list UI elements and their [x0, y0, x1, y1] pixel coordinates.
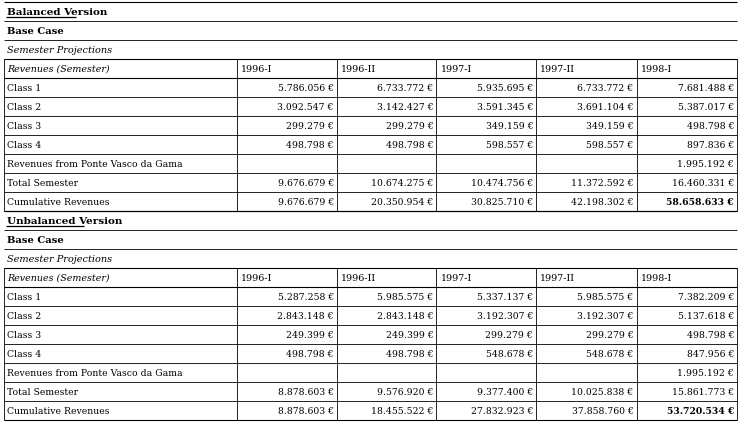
Text: 1997-II: 1997-II	[540, 273, 575, 282]
Text: 1997-II: 1997-II	[540, 65, 575, 74]
Text: Revenues from Ponte Vasco da Gama: Revenues from Ponte Vasco da Gama	[7, 160, 182, 169]
Text: 20.350.954 €: 20.350.954 €	[371, 198, 433, 207]
Text: 9.676.679 €: 9.676.679 €	[278, 178, 333, 187]
Text: 299.279 €: 299.279 €	[286, 122, 333, 131]
Text: 16.460.331 €: 16.460.331 €	[672, 178, 734, 187]
Text: 1996-I: 1996-I	[241, 65, 273, 74]
Text: 3.192.307 €: 3.192.307 €	[577, 311, 634, 320]
Text: 10.674.275 €: 10.674.275 €	[371, 178, 433, 187]
Text: Balanced Version: Balanced Version	[7, 8, 107, 17]
Text: Semester Projections: Semester Projections	[7, 254, 112, 263]
Text: 53.720.534 €: 53.720.534 €	[667, 406, 734, 415]
Text: 8.878.603 €: 8.878.603 €	[278, 387, 333, 396]
Text: 9.576.920 €: 9.576.920 €	[377, 387, 433, 396]
Text: Total Semester: Total Semester	[7, 178, 78, 187]
Text: 18.455.522 €: 18.455.522 €	[371, 406, 433, 415]
Text: 3.591.345 €: 3.591.345 €	[476, 103, 534, 112]
Text: 1998-I: 1998-I	[640, 65, 672, 74]
Text: 548.678 €: 548.678 €	[486, 349, 534, 358]
Text: 498.798 €: 498.798 €	[686, 122, 734, 131]
Text: Class 1: Class 1	[7, 84, 41, 93]
Text: 2.843.148 €: 2.843.148 €	[277, 311, 333, 320]
Text: 299.279 €: 299.279 €	[485, 330, 534, 339]
Text: Unbalanced Version: Unbalanced Version	[7, 216, 122, 225]
Text: 11.372.592 €: 11.372.592 €	[571, 178, 634, 187]
Text: 1997-I: 1997-I	[440, 273, 472, 282]
Text: 299.279 €: 299.279 €	[386, 122, 433, 131]
Text: Total Semester: Total Semester	[7, 387, 78, 396]
Text: 349.159 €: 349.159 €	[485, 122, 534, 131]
Text: 5.786.056 €: 5.786.056 €	[278, 84, 333, 93]
Text: 7.382.209 €: 7.382.209 €	[677, 292, 734, 301]
Text: 349.159 €: 349.159 €	[586, 122, 634, 131]
Text: 847.956 €: 847.956 €	[687, 349, 734, 358]
Text: 1997-I: 1997-I	[440, 65, 472, 74]
Text: 5.387.017 €: 5.387.017 €	[678, 103, 734, 112]
Text: Class 3: Class 3	[7, 122, 41, 131]
Text: Class 4: Class 4	[7, 141, 41, 150]
Text: 5.985.575 €: 5.985.575 €	[377, 292, 433, 301]
Text: 249.399 €: 249.399 €	[286, 330, 333, 339]
Text: Semester Projections: Semester Projections	[7, 46, 112, 55]
Text: 897.836 €: 897.836 €	[687, 141, 734, 150]
Text: 498.798 €: 498.798 €	[286, 141, 333, 150]
Text: Base Case: Base Case	[7, 236, 64, 245]
Text: 58.658.633 €: 58.658.633 €	[666, 198, 734, 207]
Text: 9.676.679 €: 9.676.679 €	[278, 198, 333, 207]
Text: 3.142.427 €: 3.142.427 €	[377, 103, 433, 112]
Text: 548.678 €: 548.678 €	[586, 349, 634, 358]
Text: 1996-I: 1996-I	[241, 273, 273, 282]
Text: Cumulative Revenues: Cumulative Revenues	[7, 406, 110, 415]
Text: 1996-II: 1996-II	[341, 65, 376, 74]
Text: 598.557 €: 598.557 €	[486, 141, 534, 150]
Text: 42.198.302 €: 42.198.302 €	[571, 198, 634, 207]
Text: 2.843.148 €: 2.843.148 €	[377, 311, 433, 320]
Text: 299.279 €: 299.279 €	[586, 330, 634, 339]
Text: Class 1: Class 1	[7, 292, 41, 301]
Text: 6.733.772 €: 6.733.772 €	[377, 84, 433, 93]
Text: Base Case: Base Case	[7, 27, 64, 36]
Text: Cumulative Revenues: Cumulative Revenues	[7, 198, 110, 207]
Text: 6.733.772 €: 6.733.772 €	[577, 84, 634, 93]
Text: 10.474.756 €: 10.474.756 €	[471, 178, 534, 187]
Text: 15.861.773 €: 15.861.773 €	[672, 387, 734, 396]
Text: 1996-II: 1996-II	[341, 273, 376, 282]
Text: 498.798 €: 498.798 €	[286, 349, 333, 358]
Text: 1.995.192 €: 1.995.192 €	[677, 160, 734, 169]
Text: 9.377.400 €: 9.377.400 €	[477, 387, 534, 396]
Text: 8.878.603 €: 8.878.603 €	[278, 406, 333, 415]
Text: 5.287.258 €: 5.287.258 €	[278, 292, 333, 301]
Text: Revenues from Ponte Vasco da Gama: Revenues from Ponte Vasco da Gama	[7, 368, 182, 377]
Text: 30.825.710 €: 30.825.710 €	[471, 198, 534, 207]
Text: 1998-I: 1998-I	[640, 273, 672, 282]
Text: Revenues (Semester): Revenues (Semester)	[7, 273, 110, 282]
Text: Class 2: Class 2	[7, 311, 41, 320]
Text: 37.858.760 €: 37.858.760 €	[572, 406, 634, 415]
Text: 1.995.192 €: 1.995.192 €	[677, 368, 734, 377]
Text: Class 2: Class 2	[7, 103, 41, 112]
Text: Class 4: Class 4	[7, 349, 41, 358]
Text: 3.092.547 €: 3.092.547 €	[277, 103, 333, 112]
Text: 3.192.307 €: 3.192.307 €	[476, 311, 534, 320]
Text: 598.557 €: 598.557 €	[586, 141, 634, 150]
Text: 5.337.137 €: 5.337.137 €	[477, 292, 534, 301]
Text: 7.681.488 €: 7.681.488 €	[678, 84, 734, 93]
Text: Revenues (Semester): Revenues (Semester)	[7, 65, 110, 74]
Text: Class 3: Class 3	[7, 330, 41, 339]
Text: 498.798 €: 498.798 €	[386, 141, 433, 150]
Text: 10.025.838 €: 10.025.838 €	[571, 387, 634, 396]
Text: 27.832.923 €: 27.832.923 €	[471, 406, 534, 415]
Text: 498.798 €: 498.798 €	[686, 330, 734, 339]
Text: 498.798 €: 498.798 €	[386, 349, 433, 358]
Text: 249.399 €: 249.399 €	[386, 330, 433, 339]
Text: 5.935.695 €: 5.935.695 €	[477, 84, 534, 93]
Text: 3.691.104 €: 3.691.104 €	[577, 103, 634, 112]
Text: 5.985.575 €: 5.985.575 €	[577, 292, 634, 301]
Text: 5.137.618 €: 5.137.618 €	[678, 311, 734, 320]
